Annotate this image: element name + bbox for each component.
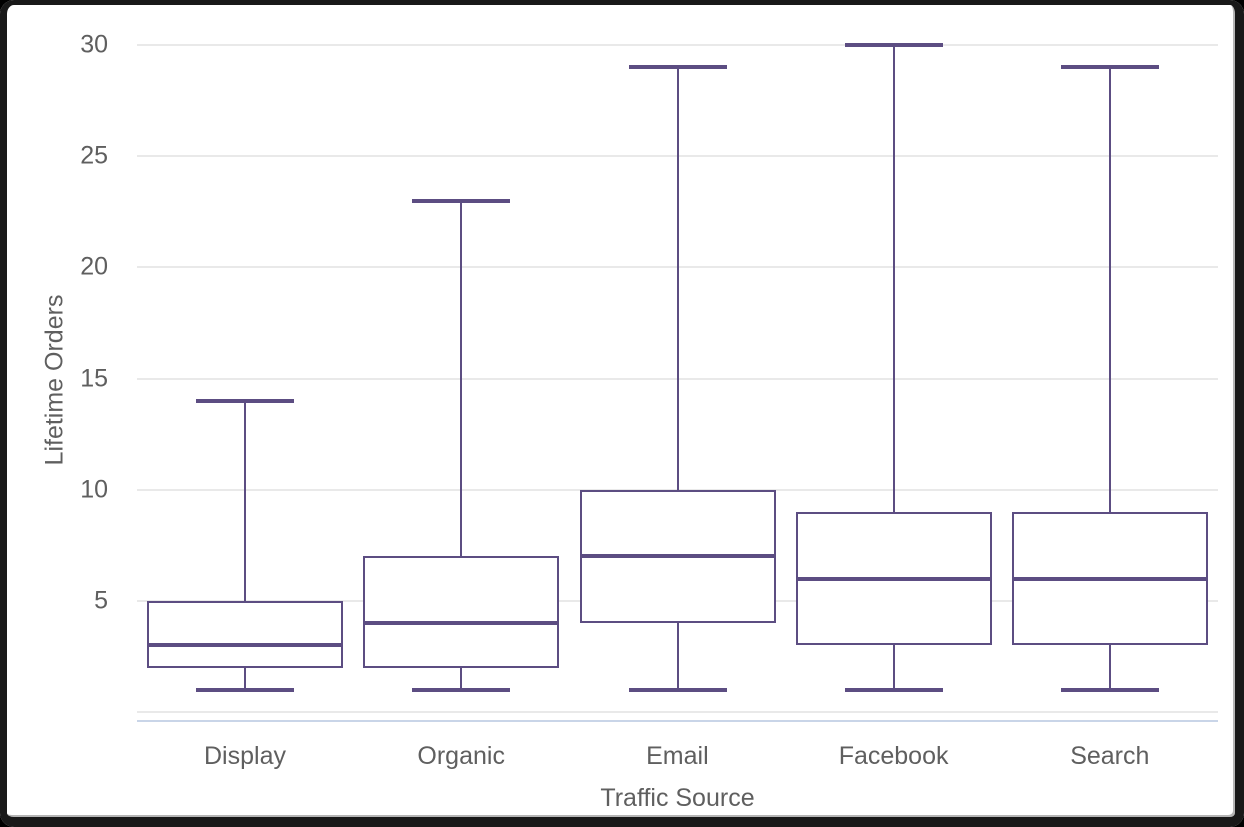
- y-tick-label: 5: [94, 586, 108, 615]
- whisker-cap-max-organic[interactable]: [412, 198, 511, 203]
- x-axis-line: [137, 720, 1218, 722]
- x-category-label-organic: Organic: [417, 742, 505, 770]
- whisker-cap-max-display[interactable]: [196, 398, 295, 403]
- x-category-label-search: Search: [1070, 742, 1150, 770]
- whisker-lower-facebook[interactable]: [892, 645, 895, 690]
- median-line-display[interactable]: [147, 643, 344, 648]
- whisker-cap-max-facebook[interactable]: [844, 43, 943, 47]
- whisker-upper-facebook[interactable]: [892, 45, 895, 512]
- whisker-cap-max-email[interactable]: [628, 65, 727, 70]
- whisker-upper-organic[interactable]: [460, 200, 463, 557]
- whisker-upper-search[interactable]: [1108, 67, 1111, 512]
- median-line-search[interactable]: [1011, 576, 1208, 581]
- y-tick-label: 10: [80, 475, 108, 504]
- median-line-email[interactable]: [579, 554, 776, 559]
- whisker-lower-email[interactable]: [676, 623, 679, 690]
- y-tick-label: 20: [80, 252, 108, 281]
- whisker-cap-min-display[interactable]: [196, 687, 295, 692]
- median-line-facebook[interactable]: [795, 576, 992, 581]
- whisker-upper-email[interactable]: [676, 67, 679, 490]
- y-tick-label: 25: [80, 141, 108, 170]
- box-organic[interactable]: [363, 556, 560, 668]
- whisker-upper-display[interactable]: [244, 400, 247, 601]
- whisker-lower-search[interactable]: [1108, 645, 1111, 690]
- gridline-30: [137, 44, 1218, 46]
- box-display[interactable]: [147, 600, 344, 668]
- whisker-cap-min-organic[interactable]: [412, 687, 511, 692]
- whisker-cap-min-search[interactable]: [1060, 687, 1159, 692]
- x-category-label-facebook: Facebook: [838, 742, 949, 770]
- whisker-lower-organic[interactable]: [460, 667, 463, 690]
- whisker-lower-display[interactable]: [244, 667, 247, 690]
- whisker-cap-min-email[interactable]: [628, 687, 727, 692]
- x-category-label-email: Email: [646, 742, 709, 770]
- median-line-organic[interactable]: [363, 621, 560, 626]
- whisker-cap-max-search[interactable]: [1060, 65, 1159, 70]
- y-tick-label: 15: [80, 364, 108, 392]
- gridline-0: [137, 711, 1218, 713]
- x-category-label-display: Display: [204, 742, 286, 770]
- x-axis-title: Traffic Source: [600, 784, 755, 812]
- y-tick-label: 30: [80, 30, 108, 59]
- whisker-cap-min-facebook[interactable]: [844, 687, 943, 692]
